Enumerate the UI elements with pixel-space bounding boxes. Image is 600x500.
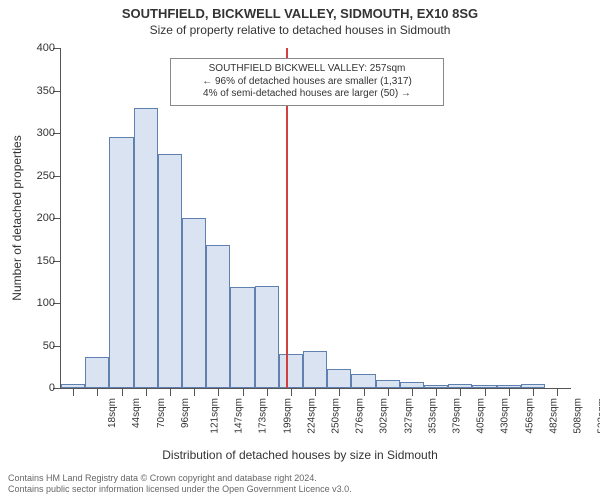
title-main: SOUTHFIELD, BICKWELL VALLEY, SIDMOUTH, E… [0,6,600,21]
x-tick [460,388,461,396]
histogram-bar [134,108,158,389]
x-tick-label: 405sqm [476,398,487,434]
title-sub: Size of property relative to detached ho… [0,23,600,37]
x-tick [97,388,98,396]
x-tick-label: 276sqm [355,398,366,434]
x-tick [122,388,123,396]
x-tick-label: 199sqm [282,398,293,434]
x-tick [218,388,219,396]
x-tick-label: 430sqm [500,398,511,434]
x-tick-label: 18sqm [107,398,118,428]
x-tick [315,388,316,396]
chart-title-block: SOUTHFIELD, BICKWELL VALLEY, SIDMOUTH, E… [0,0,600,37]
x-tick-label: 121sqm [209,398,220,434]
x-tick [146,388,147,396]
x-tick [509,388,510,396]
footer-line-1: Contains HM Land Registry data © Crown c… [8,473,352,485]
x-tick-label: 96sqm [180,398,191,428]
y-tick-label: 50 [15,340,55,352]
x-tick-label: 327sqm [403,398,414,434]
x-tick [170,388,171,396]
annotation-line-3: 4% of semi-detached houses are larger (5… [177,88,437,101]
annotation-line-2: ← 96% of detached houses are smaller (1,… [177,76,437,89]
x-tick [339,388,340,396]
x-tick [364,388,365,396]
histogram-bar [327,369,351,388]
histogram-bar [206,245,230,388]
x-tick [243,388,244,396]
footer-attribution: Contains HM Land Registry data © Crown c… [8,473,352,496]
y-tick-label: 150 [15,255,55,267]
x-tick-label: 482sqm [548,398,559,434]
x-tick-label: 250sqm [330,398,341,434]
x-tick [194,388,195,396]
x-tick [533,388,534,396]
y-tick-label: 200 [15,212,55,224]
x-tick-label: 44sqm [131,398,142,428]
y-tick-label: 250 [15,170,55,182]
histogram-bar [303,351,327,388]
x-axis-title: Distribution of detached houses by size … [0,448,600,462]
histogram-bar [109,137,133,388]
y-tick-label: 100 [15,297,55,309]
x-tick-label: 508sqm [572,398,583,434]
x-tick [73,388,74,396]
y-tick-label: 350 [15,85,55,97]
histogram-bar [85,357,109,388]
footer-line-2: Contains public sector information licen… [8,484,352,496]
x-tick [388,388,389,396]
x-tick-label: 224sqm [306,398,317,434]
x-tick [291,388,292,396]
annotation-line-1: SOUTHFIELD BICKWELL VALLEY: 257sqm [177,63,437,76]
x-tick [436,388,437,396]
x-tick-label: 147sqm [234,398,245,434]
histogram-bar [376,380,400,389]
histogram-bar [255,286,279,388]
x-tick-label: 353sqm [427,398,438,434]
x-tick-label: 302sqm [379,398,390,434]
x-tick [485,388,486,396]
histogram-bar [351,374,375,388]
histogram-bar [158,154,182,388]
x-tick-label: 70sqm [156,398,167,428]
histogram-bar [279,354,303,388]
annotation-box: SOUTHFIELD BICKWELL VALLEY: 257sqm ← 96%… [170,58,444,106]
y-tick-label: 0 [15,382,55,394]
y-tick-label: 400 [15,42,55,54]
x-tick-label: 379sqm [451,398,462,434]
x-tick-label: 456sqm [524,398,535,434]
x-tick-label: 173sqm [258,398,269,434]
x-tick [267,388,268,396]
x-tick [557,388,558,396]
y-tick-label: 300 [15,127,55,139]
histogram-bar [182,218,206,388]
histogram-bar [230,287,254,388]
x-tick [412,388,413,396]
